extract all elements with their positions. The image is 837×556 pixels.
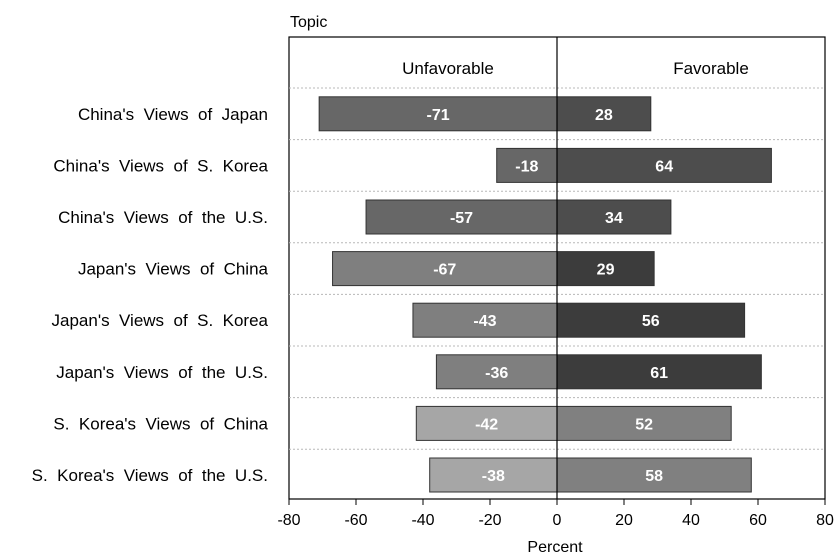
bar-label-unfavorable: -36 xyxy=(485,365,508,382)
category-labels: China's Views of Japan China's Views of S… xyxy=(32,105,269,485)
category-label: China's Views of the U.S. xyxy=(58,208,268,227)
bar-label-unfavorable: -38 xyxy=(482,468,505,485)
bar-unfavorable xyxy=(412,302,558,338)
bar-unfavorable xyxy=(496,147,558,183)
bar-label-unfavorable: -43 xyxy=(473,313,496,330)
category-label: S. Korea's Views of China xyxy=(53,414,268,433)
x-tick-label: -60 xyxy=(344,512,367,529)
bar-label-unfavorable: -57 xyxy=(450,210,473,227)
bar-favorable xyxy=(556,354,762,390)
category-label: S. Korea's Views of the U.S. xyxy=(32,466,268,485)
category-label: Japan's Views of S. Korea xyxy=(52,311,269,330)
x-tick-label: 40 xyxy=(682,512,700,529)
favorable-header: Favorable xyxy=(673,59,749,78)
bar-favorable xyxy=(556,251,655,287)
x-tick-label: -20 xyxy=(478,512,501,529)
bar-unfavorable xyxy=(365,199,558,235)
bar-favorable xyxy=(556,147,772,183)
bar-label-unfavorable: -71 xyxy=(427,107,450,124)
bar-label-favorable: 64 xyxy=(655,158,673,175)
bar-favorable xyxy=(556,96,652,132)
bar-favorable xyxy=(556,302,746,338)
x-tick-label: 0 xyxy=(553,512,562,529)
bar-label-favorable: 34 xyxy=(605,210,623,227)
bar-unfavorable xyxy=(415,405,558,441)
x-tick-label: -80 xyxy=(277,512,300,529)
x-tick-label: 60 xyxy=(749,512,767,529)
bar-label-favorable: 56 xyxy=(642,313,660,330)
category-label: Japan's Views of China xyxy=(78,260,269,279)
category-label: Japan's Views of the U.S. xyxy=(56,363,268,382)
bar-label-favorable: 58 xyxy=(645,468,663,485)
bar-label-favorable: 61 xyxy=(650,365,668,382)
category-label: China's Views of Japan xyxy=(78,105,268,124)
bar-unfavorable xyxy=(332,251,558,287)
bar-label-unfavorable: -67 xyxy=(433,262,456,279)
bar-label-unfavorable: -42 xyxy=(475,416,498,433)
bar-unfavorable xyxy=(429,457,558,493)
bar-label-favorable: 29 xyxy=(597,262,615,279)
bar-favorable xyxy=(556,199,672,235)
bar-favorable xyxy=(556,405,732,441)
bars: -71 28 -18 64 -57 34 -67 29 -43 56 -36 61 -42 52 -38 58 xyxy=(318,96,772,493)
y-axis-title: Topic xyxy=(290,14,327,31)
bar-label-unfavorable: -18 xyxy=(515,158,538,175)
category-label: China's Views of S. Korea xyxy=(53,156,268,175)
x-axis-title: Percent xyxy=(527,539,583,556)
x-tick-label: 20 xyxy=(615,512,633,529)
unfavorable-header: Unfavorable xyxy=(402,59,494,78)
x-axis-ticks: -80 -60 -40 -20 0 20 40 60 80 xyxy=(277,499,834,529)
x-tick-label: -40 xyxy=(411,512,434,529)
x-tick-label: 80 xyxy=(816,512,834,529)
bar-label-favorable: 28 xyxy=(595,107,613,124)
bar-label-favorable: 52 xyxy=(635,416,653,433)
bar-favorable xyxy=(556,457,752,493)
